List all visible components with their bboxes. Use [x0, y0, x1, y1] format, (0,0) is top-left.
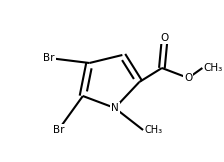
Text: CH₃: CH₃ — [203, 63, 223, 73]
Text: N: N — [111, 103, 119, 113]
Text: Br: Br — [43, 53, 55, 63]
Text: O: O — [184, 73, 192, 83]
Text: CH₃: CH₃ — [144, 125, 162, 135]
Text: O: O — [161, 33, 169, 43]
Text: Br: Br — [53, 125, 64, 135]
